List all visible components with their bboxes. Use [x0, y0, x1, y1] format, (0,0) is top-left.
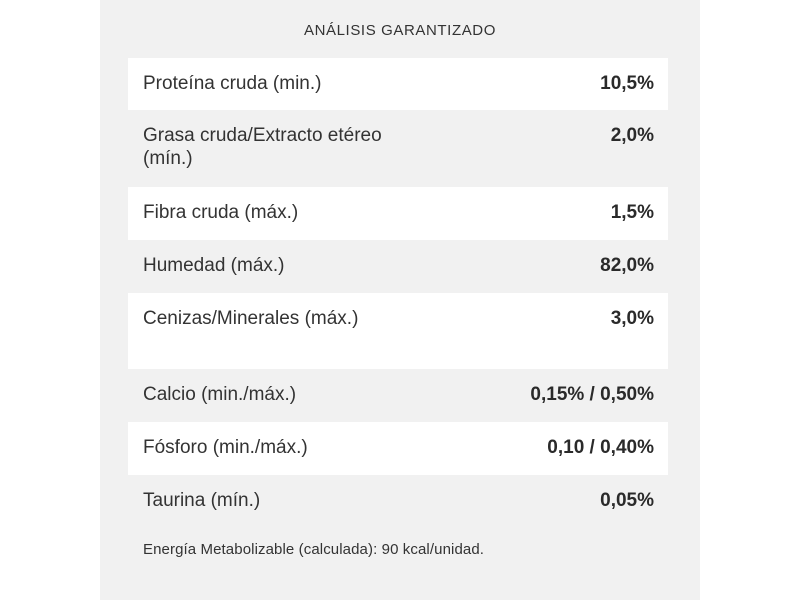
row-label: Calcio (min./máx.)	[143, 384, 297, 405]
energy-footnote: Energía Metabolizable (calculada): 90 kc…	[143, 541, 485, 558]
row-label: Humedad (máx.)	[143, 255, 285, 276]
row-value: 0,10 / 0,40%	[547, 437, 654, 458]
row-value: 82,0%	[600, 255, 654, 276]
row-label: Taurina (mín.)	[143, 490, 261, 511]
row-value: 10,5%	[600, 73, 654, 94]
table-row-taurine: Taurina (mín.) 0,05%	[128, 475, 668, 528]
row-value: 0,05%	[600, 490, 654, 511]
table-row-calcium: Calcio (min./máx.) 0,15% / 0,50%	[128, 369, 668, 422]
table-title: ANÁLISIS GARANTIZADO	[303, 22, 497, 39]
table-row-fiber: Fibra cruda (máx.) 1,5%	[128, 187, 668, 240]
row-value: 3,0%	[610, 308, 654, 329]
row-value: 0,15% / 0,50%	[530, 384, 654, 405]
row-label: Fibra cruda (máx.)	[143, 202, 299, 223]
table-row-fat: Grasa cruda/Extracto etéreo (mín.) 2,0%	[128, 110, 668, 187]
row-label: Grasa cruda/Extracto etéreo (mín.)	[143, 125, 382, 169]
table-row-phosphorus: Fósforo (min./máx.) 0,10 / 0,40%	[128, 422, 668, 475]
row-value: 2,0%	[610, 125, 654, 146]
row-label: Proteína cruda (min.)	[143, 73, 322, 94]
table-row-moisture: Humedad (máx.) 82,0%	[128, 240, 668, 293]
row-label: Fósforo (min./máx.)	[143, 437, 308, 458]
guaranteed-analysis-panel: ANÁLISIS GARANTIZADO Proteína cruda (min…	[100, 0, 700, 600]
row-label: Cenizas/Minerales (máx.)	[143, 308, 359, 329]
row-value: 1,5%	[610, 202, 654, 223]
table-row-ash: Cenizas/Minerales (máx.) 3,0%	[128, 293, 668, 369]
table-row-protein: Proteína cruda (min.) 10,5%	[128, 58, 668, 110]
